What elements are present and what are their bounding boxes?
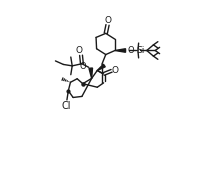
Text: O: O <box>104 16 111 25</box>
Text: O: O <box>79 62 86 71</box>
Text: Cl: Cl <box>62 101 71 111</box>
Text: O: O <box>76 46 83 55</box>
Text: Si: Si <box>136 46 145 55</box>
Polygon shape <box>89 68 93 78</box>
Text: O: O <box>111 66 118 75</box>
Polygon shape <box>115 49 126 52</box>
Text: O: O <box>128 46 134 55</box>
Polygon shape <box>97 64 105 70</box>
